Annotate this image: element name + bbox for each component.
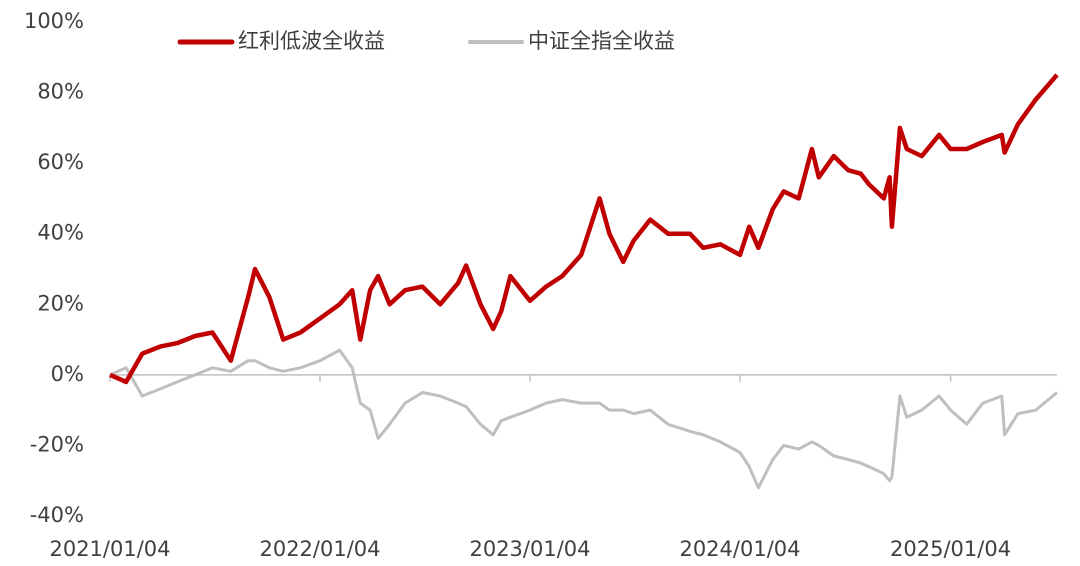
legend-label: 中证全指全收益: [528, 29, 675, 53]
x-tick-label: 2022/01/04: [259, 537, 380, 561]
x-tick-label: 2023/01/04: [469, 537, 590, 561]
y-tick-label: -20%: [30, 432, 84, 456]
y-tick-label: -40%: [30, 503, 84, 527]
x-tick-label: 2024/01/04: [679, 537, 800, 561]
y-tick-label: 0%: [51, 362, 84, 386]
y-tick-label: 60%: [37, 150, 84, 174]
y-tick-label: 100%: [24, 9, 84, 33]
y-tick-label: 80%: [37, 80, 84, 104]
x-tick-label: 2025/01/04: [890, 537, 1011, 561]
y-tick-label: 40%: [37, 221, 84, 245]
series-line: [109, 348, 1058, 490]
y-tick-label: 20%: [37, 291, 84, 315]
x-tick-label: 2021/01/04: [49, 537, 170, 561]
legend-label: 红利低波全收益: [238, 29, 385, 53]
series-line: [109, 73, 1059, 385]
